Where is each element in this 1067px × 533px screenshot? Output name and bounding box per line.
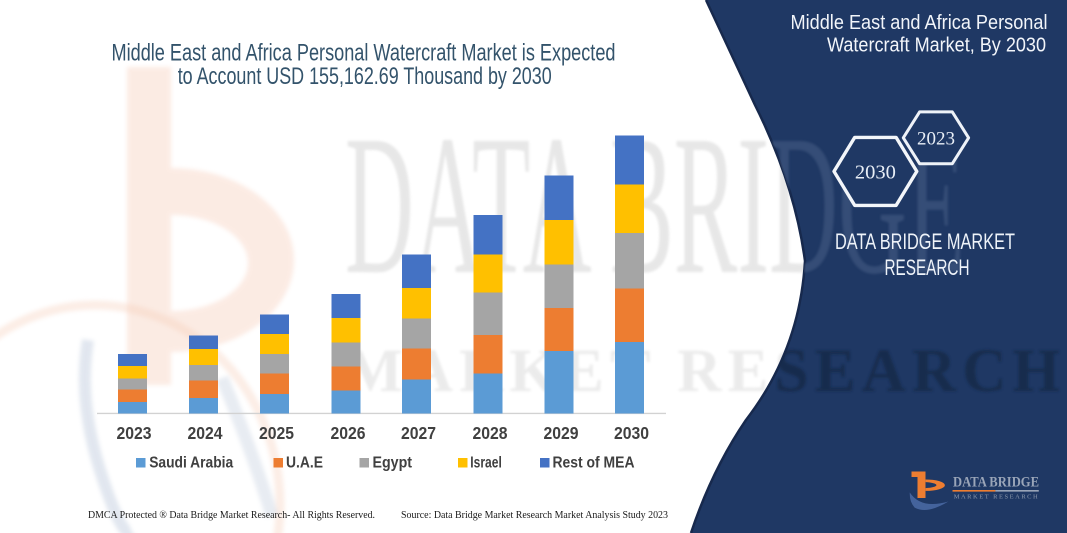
svg-text:U.A.E: U.A.E (286, 455, 323, 472)
svg-text:2029: 2029 (544, 423, 579, 443)
svg-text:Source: Data Bridge Market Res: Source: Data Bridge Market Research Mark… (401, 510, 668, 521)
svg-text:Watercraft Market, By 2030: Watercraft Market, By 2030 (827, 33, 1046, 56)
svg-text:to Account USD 155,162.69 Thou: to Account USD 155,162.69 Thousand by 20… (178, 63, 552, 90)
svg-text:Rest of MEA: Rest of MEA (553, 455, 635, 472)
svg-text:2023: 2023 (117, 423, 152, 443)
svg-text:Saudi Arabia: Saudi Arabia (149, 455, 233, 472)
svg-text:2025: 2025 (259, 423, 294, 443)
svg-text:Egypt: Egypt (373, 455, 413, 472)
svg-text:Middle East and Africa Persona: Middle East and Africa Personal (791, 11, 1048, 34)
svg-text:2023: 2023 (917, 128, 955, 149)
svg-text:2026: 2026 (331, 423, 366, 443)
svg-text:RESEARCH: RESEARCH (885, 255, 970, 280)
svg-text:DMCA Protected ® Data Bridge M: DMCA Protected ® Data Bridge Market Rese… (88, 510, 375, 521)
svg-text:DATA BRIDGE: DATA BRIDGE (953, 475, 1039, 491)
svg-text:2030: 2030 (855, 161, 896, 183)
svg-text:Israel: Israel (470, 455, 502, 472)
svg-text:DATA BRIDGE MARKET: DATA BRIDGE MARKET (835, 229, 1015, 254)
svg-text:MARKET RESEARCH: MARKET RESEARCH (954, 494, 1038, 501)
svg-text:2027: 2027 (401, 423, 436, 443)
svg-text:2024: 2024 (188, 423, 223, 443)
svg-text:2028: 2028 (473, 423, 508, 443)
svg-text:Middle East and Africa Persona: Middle East and Africa Personal Watercra… (112, 40, 616, 67)
svg-text:2030: 2030 (614, 423, 649, 443)
